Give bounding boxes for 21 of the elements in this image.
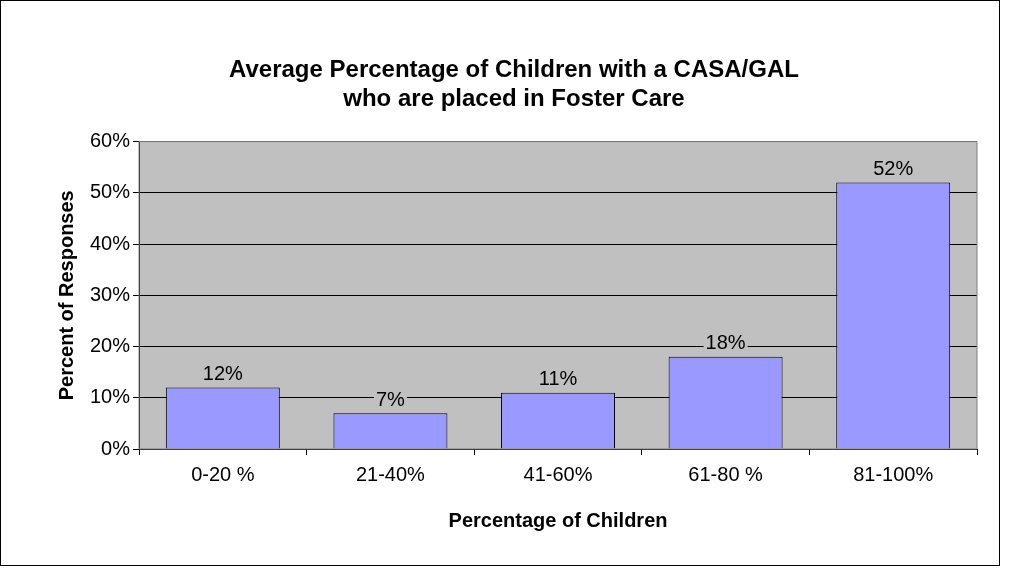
- data-label: 52%: [873, 157, 914, 180]
- y-axis-title: Percent of Responses: [54, 190, 77, 401]
- x-axis-title: Percentage of Children: [448, 508, 668, 531]
- y-tick-label: 50%: [90, 180, 131, 203]
- y-tick-label: 0%: [101, 436, 131, 459]
- data-label: 12%: [202, 362, 244, 385]
- text: who are placed in Foster Care: [343, 83, 685, 111]
- data-label: 11%: [538, 367, 578, 390]
- x-tick-label: 21-40%: [355, 462, 426, 485]
- x-tick-label: 0-20 %: [191, 462, 255, 485]
- data-label: 18%: [705, 331, 746, 354]
- text: Average Percentage of Children with a CASA/GAL: [229, 55, 799, 83]
- y-tick-label: 10%: [90, 385, 131, 408]
- y-tick-label: 60%: [90, 129, 131, 152]
- data-label: 7%: [375, 387, 406, 410]
- x-tick-label: 41-60%: [523, 462, 593, 485]
- y-tick-label: 20%: [90, 334, 131, 357]
- x-tick-label: 81-100%: [853, 462, 934, 485]
- y-tick-label: 30%: [90, 282, 131, 305]
- y-tick-label: 40%: [90, 231, 131, 254]
- x-tick-label: 61-80 %: [688, 462, 764, 485]
